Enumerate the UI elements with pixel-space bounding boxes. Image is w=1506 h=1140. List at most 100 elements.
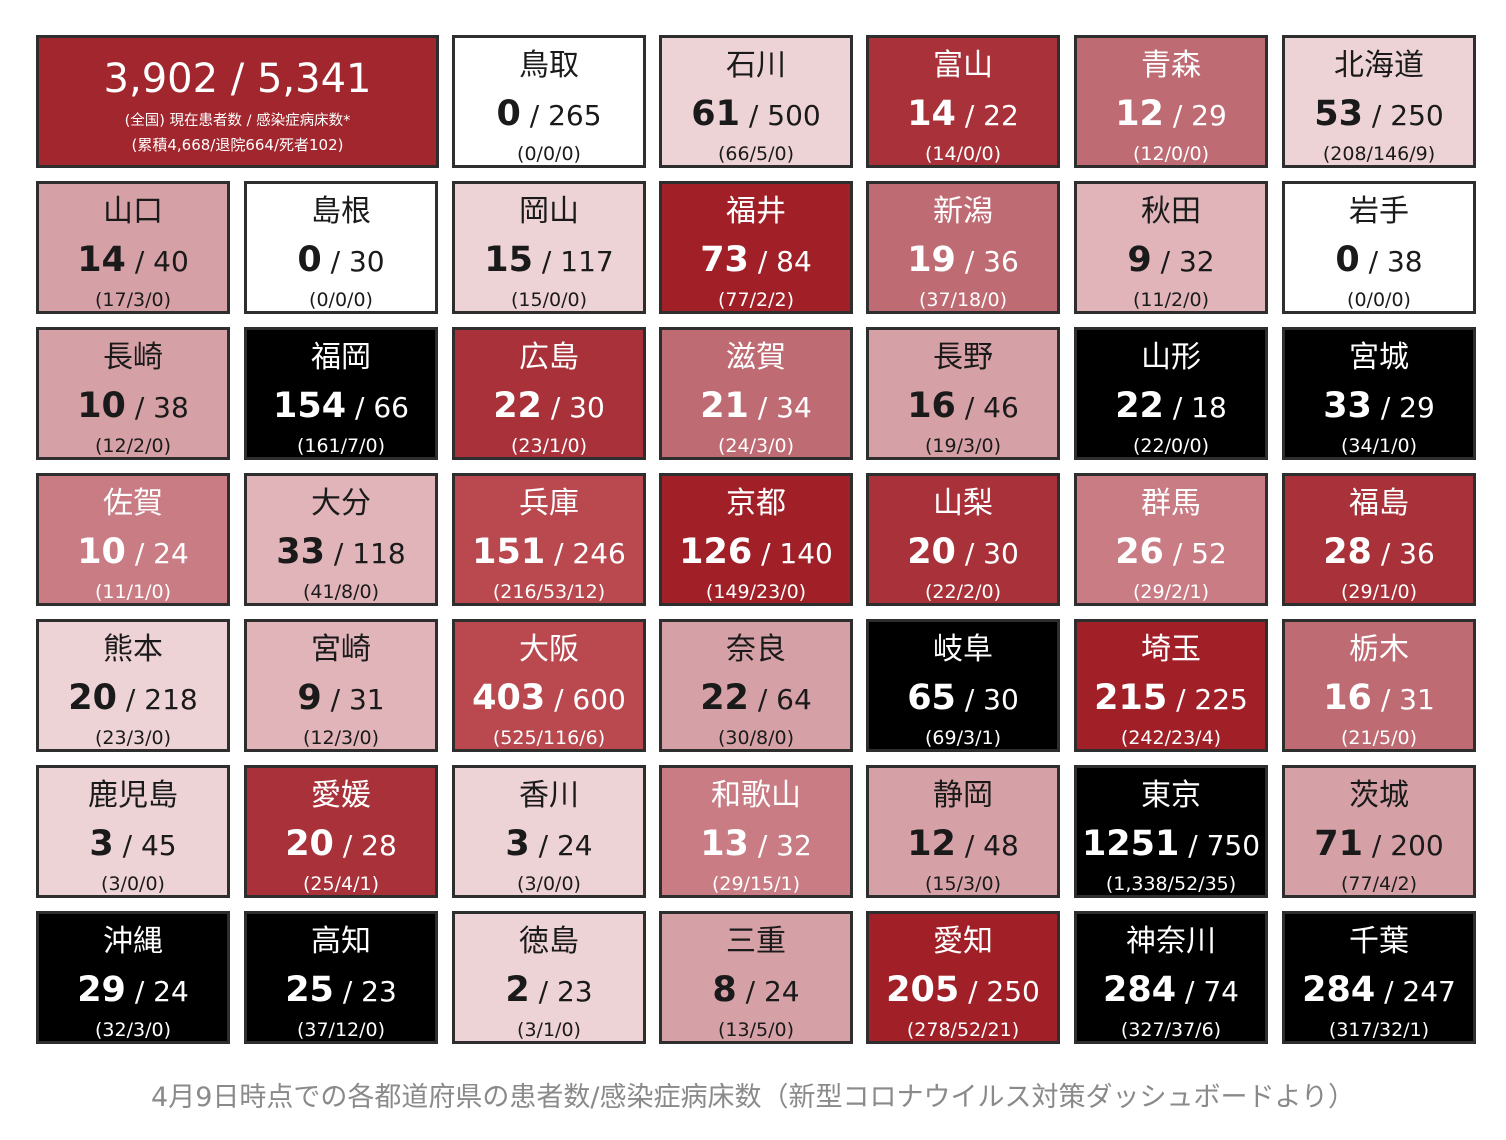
prefecture-name: 山形 — [1141, 340, 1201, 375]
bed-capacity: 52 — [1191, 537, 1227, 570]
bed-capacity: 30 — [569, 391, 605, 424]
separator: / — [1371, 683, 1400, 716]
prefecture-name: 福井 — [726, 194, 786, 229]
prefecture-name: 静岡 — [933, 778, 993, 813]
bed-capacity: 38 — [1386, 245, 1423, 278]
patient-bed-counts: 0 / 30 — [247, 240, 435, 286]
prefecture-tile: 広島 22 / 30 (23/1/0) — [452, 327, 646, 460]
current-patients: 19 — [907, 240, 956, 280]
current-patients: 284 — [1302, 970, 1376, 1010]
current-patients: 15 — [484, 240, 534, 280]
separator: / — [736, 975, 764, 1008]
separator: / — [1167, 683, 1195, 716]
bed-capacity: 24 — [763, 975, 800, 1008]
patient-bed-counts: 3 / 45 — [39, 824, 227, 870]
prefecture-tile: 滋賀 21 / 34 (24/3/0) — [659, 327, 853, 460]
patient-bed-counts: 71 / 200 — [1285, 824, 1473, 870]
patient-bed-counts: 26 / 52 — [1077, 532, 1265, 578]
prefecture-name: 愛媛 — [311, 778, 371, 813]
separator: / — [529, 975, 557, 1008]
bed-capacity: 24 — [556, 829, 593, 862]
bed-capacity: 118 — [352, 537, 406, 570]
cumulative-breakdown: (15/0/0) — [511, 289, 587, 311]
prefecture-name: 広島 — [519, 340, 579, 375]
bed-capacity: 250 — [1390, 99, 1444, 132]
separator: / — [955, 683, 984, 716]
current-patients: 3 — [89, 824, 114, 864]
patient-bed-counts: 12 / 29 — [1077, 94, 1265, 140]
cumulative-breakdown: (0/0/0) — [517, 143, 581, 165]
bed-capacity: 34 — [776, 391, 812, 424]
cumulative-breakdown: (161/7/0) — [296, 435, 386, 457]
prefecture-tile: 岩手 0 / 38 (0/0/0) — [1282, 181, 1476, 314]
prefecture-name: 佐賀 — [103, 486, 163, 521]
prefecture-name: 神奈川 — [1126, 924, 1216, 959]
current-patients: 9 — [1127, 240, 1152, 280]
separator: / — [955, 245, 984, 278]
current-patients: 20 — [68, 678, 118, 718]
cumulative-breakdown: (14/0/0) — [925, 143, 1001, 165]
current-patients: 0 — [496, 94, 521, 134]
separator: / — [529, 829, 557, 862]
prefecture-name: 香川 — [519, 778, 579, 813]
separator: / — [1363, 829, 1391, 862]
prefecture-name: 長野 — [933, 340, 993, 375]
cumulative-breakdown: (327/37/6) — [1120, 1019, 1222, 1041]
prefecture-tile: 愛媛 20 / 28 (25/4/1) — [244, 765, 438, 898]
prefecture-name: 茨城 — [1349, 778, 1409, 813]
bed-capacity: 600 — [572, 683, 626, 716]
separator: / — [748, 683, 777, 716]
cumulative-breakdown: (149/23/0) — [705, 581, 807, 603]
prefecture-name: 富山 — [933, 48, 993, 83]
patient-bed-counts: 8 / 24 — [662, 970, 850, 1016]
bed-capacity: 84 — [776, 245, 812, 278]
bed-capacity: 30 — [983, 537, 1019, 570]
patient-bed-counts: 14 / 22 — [869, 94, 1057, 140]
prefecture-name: 東京 — [1141, 778, 1201, 813]
prefecture-tile: 山口 14 / 40 (17/3/0) — [36, 181, 230, 314]
prefecture-name: 島根 — [311, 194, 371, 229]
separator: / — [125, 245, 154, 278]
bed-capacity: 38 — [153, 391, 189, 424]
cumulative-breakdown: (525/116/6) — [492, 727, 606, 749]
prefecture-name: 岩手 — [1349, 194, 1409, 229]
prefecture-tile: 香川 3 / 24 (3/0/0) — [452, 765, 646, 898]
separator: / — [955, 829, 984, 862]
separator: / — [346, 391, 374, 424]
patient-bed-counts: 205 / 250 — [869, 970, 1057, 1016]
patient-bed-counts: 0 / 265 — [455, 94, 643, 140]
national-label: (全国) 現在患者数 / 感染症病床数* — [124, 113, 351, 129]
prefecture-name: 山口 — [103, 194, 163, 229]
prefecture-name: 鳥取 — [519, 48, 579, 83]
current-patients: 33 — [276, 532, 326, 572]
prefecture-tile: 高知 25 / 23 (37/12/0) — [244, 911, 438, 1044]
patient-bed-counts: 21 / 34 — [662, 386, 850, 432]
cumulative-breakdown: (19/3/0) — [925, 435, 1001, 457]
current-patients: 10 — [77, 386, 126, 426]
separator: / — [113, 829, 141, 862]
prefecture-name: 大分 — [311, 486, 371, 521]
prefecture-tile: 新潟 19 / 36 (37/18/0) — [866, 181, 1060, 314]
patient-bed-counts: 73 / 84 — [662, 240, 850, 286]
current-patients: 71 — [1314, 824, 1364, 864]
bed-capacity: 74 — [1203, 975, 1239, 1008]
current-patients: 2 — [505, 970, 530, 1010]
prefecture-tile: 福岡 154 / 66 (161/7/0) — [244, 327, 438, 460]
prefecture-tile: 大分 33 / 118 (41/8/0) — [244, 473, 438, 606]
bed-capacity: 29 — [1191, 99, 1227, 132]
current-patients: 12 — [1115, 94, 1164, 134]
current-patients: 14 — [907, 94, 956, 134]
current-patients: 14 — [77, 240, 126, 280]
prefecture-tile: 徳島 2 / 23 (3/1/0) — [452, 911, 646, 1044]
prefecture-tile: 神奈川 284 / 74 (327/37/6) — [1074, 911, 1268, 1044]
patient-bed-counts: 29 / 24 — [39, 970, 227, 1016]
bed-capacity: 32 — [776, 829, 812, 862]
patient-bed-counts: 403 / 600 — [455, 678, 643, 724]
bed-capacity: 750 — [1206, 829, 1261, 862]
separator: / — [1163, 537, 1192, 570]
bed-capacity: 30 — [983, 683, 1019, 716]
current-patients: 403 — [472, 678, 546, 718]
current-patients: 0 — [297, 240, 322, 280]
bed-capacity: 117 — [560, 245, 614, 278]
bed-capacity: 32 — [1178, 245, 1215, 278]
